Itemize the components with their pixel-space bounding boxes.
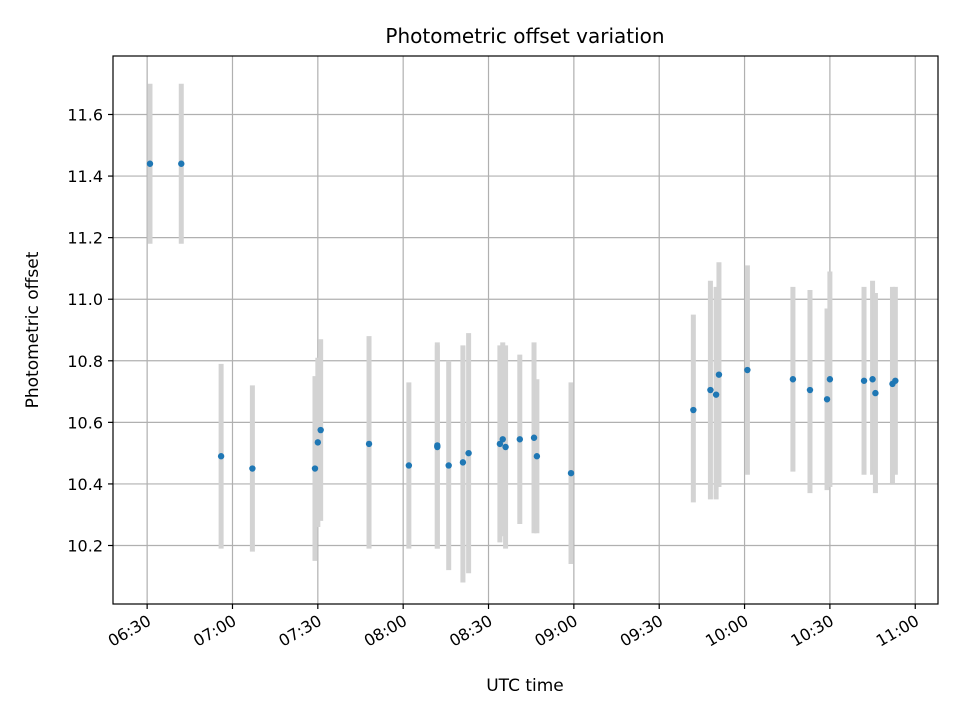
data-point	[872, 389, 879, 397]
y-tick-label: 11.2	[67, 229, 103, 248]
data-point	[860, 377, 868, 384]
y-tick-label: 11.6	[67, 105, 103, 124]
data-point	[405, 462, 413, 469]
data-point	[690, 406, 697, 414]
y-tick-label: 11.4	[67, 167, 103, 186]
data-point	[826, 376, 834, 383]
data-point	[314, 439, 322, 446]
data-point	[317, 426, 324, 434]
data-point	[712, 391, 720, 398]
data-point	[365, 440, 373, 448]
y-tick-label: 10.4	[67, 475, 103, 494]
data-point	[892, 377, 899, 384]
y-tick-label: 10.8	[67, 352, 103, 371]
data-point	[434, 443, 441, 451]
data-point	[869, 376, 876, 383]
data-point	[533, 453, 541, 460]
data-point	[146, 160, 154, 167]
data-point	[249, 465, 256, 472]
data-point	[516, 436, 524, 443]
plot-frame	[112, 55, 939, 605]
data-point	[465, 449, 472, 457]
x-axis-label: UTC time	[486, 676, 564, 696]
data-point	[178, 160, 185, 167]
data-point	[496, 440, 504, 448]
data-point	[445, 462, 452, 469]
data-point	[789, 376, 797, 383]
data-point	[567, 469, 575, 477]
data-point	[217, 453, 225, 460]
data-point	[823, 396, 831, 403]
y-tick-label: 11.0	[67, 290, 103, 309]
data-point	[502, 443, 509, 451]
data-point	[715, 371, 723, 378]
point-layer	[146, 160, 899, 477]
chart-title: Photometric offset variation	[385, 24, 664, 48]
data-point	[530, 434, 538, 441]
data-point	[499, 436, 506, 443]
data-point	[459, 459, 467, 466]
data-point	[806, 386, 814, 394]
data-point	[744, 366, 751, 374]
grid-layer	[113, 56, 938, 604]
data-point	[707, 386, 714, 394]
data-point	[311, 465, 319, 472]
y-tick-label: 10.6	[67, 413, 103, 432]
y-axis-label: Photometric offset	[23, 251, 43, 408]
y-tick-label: 10.2	[67, 537, 103, 556]
